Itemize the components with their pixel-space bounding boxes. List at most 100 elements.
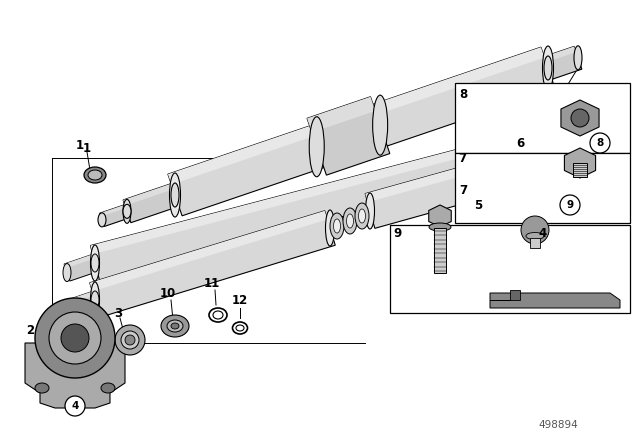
Ellipse shape [543,46,554,90]
Polygon shape [365,141,565,228]
Text: 2: 2 [26,323,34,336]
Ellipse shape [90,245,99,281]
Ellipse shape [161,315,189,337]
Ellipse shape [309,117,324,177]
Polygon shape [64,254,98,281]
Circle shape [65,396,85,416]
Circle shape [547,152,554,160]
Polygon shape [561,100,599,136]
Ellipse shape [372,95,388,155]
Text: 6: 6 [516,137,524,150]
Text: 9: 9 [394,227,402,240]
Ellipse shape [232,322,248,334]
Circle shape [521,216,549,244]
Ellipse shape [330,213,344,239]
Text: 9: 9 [566,200,573,210]
Circle shape [495,174,513,192]
Circle shape [500,179,508,187]
Polygon shape [100,205,126,216]
Polygon shape [90,124,557,254]
Ellipse shape [333,219,340,233]
Ellipse shape [123,199,131,224]
FancyBboxPatch shape [390,225,630,313]
Polygon shape [123,184,173,206]
Polygon shape [434,228,446,273]
Ellipse shape [358,209,365,223]
Polygon shape [90,211,335,317]
Ellipse shape [209,308,227,322]
Polygon shape [429,205,451,227]
Ellipse shape [167,320,183,332]
Text: 1: 1 [76,138,84,151]
Polygon shape [530,238,540,248]
Text: 8: 8 [459,87,467,100]
Ellipse shape [346,214,353,228]
Ellipse shape [343,208,357,234]
Ellipse shape [98,213,106,227]
Polygon shape [573,163,587,177]
Polygon shape [64,254,93,268]
Ellipse shape [556,123,564,159]
Ellipse shape [90,282,99,318]
Ellipse shape [91,254,99,272]
Polygon shape [307,97,375,133]
Ellipse shape [574,46,582,70]
Ellipse shape [556,140,564,176]
Ellipse shape [236,325,244,331]
Polygon shape [168,47,545,185]
Text: 12: 12 [232,293,248,306]
Ellipse shape [115,325,145,355]
Ellipse shape [171,323,179,329]
Ellipse shape [326,210,335,246]
Polygon shape [307,97,390,175]
Polygon shape [64,292,93,305]
Circle shape [571,109,589,127]
Ellipse shape [355,203,369,229]
Text: 7: 7 [459,184,467,197]
Text: 498894: 498894 [538,420,578,430]
Text: 5: 5 [474,198,482,211]
Circle shape [515,152,524,160]
Ellipse shape [63,301,71,319]
Circle shape [560,195,580,215]
Ellipse shape [121,331,139,349]
Ellipse shape [63,263,71,281]
Ellipse shape [91,291,99,309]
FancyBboxPatch shape [455,83,630,153]
Polygon shape [564,148,596,178]
Text: 4: 4 [539,227,547,240]
Circle shape [590,133,610,153]
Text: 3: 3 [114,306,122,319]
Polygon shape [25,343,125,408]
Text: 11: 11 [204,276,220,289]
Text: 4: 4 [71,401,79,411]
Circle shape [515,206,524,214]
Polygon shape [64,292,98,318]
Polygon shape [490,293,620,308]
Ellipse shape [123,204,131,218]
Polygon shape [544,47,576,62]
Text: 8: 8 [596,138,604,148]
Circle shape [509,157,561,209]
Text: 10: 10 [160,287,176,300]
Ellipse shape [171,183,179,207]
Ellipse shape [484,190,500,202]
Ellipse shape [88,170,102,180]
Ellipse shape [35,383,49,393]
Ellipse shape [429,223,451,231]
Circle shape [49,312,101,364]
Ellipse shape [101,383,115,393]
Ellipse shape [125,335,135,345]
Text: 1: 1 [83,142,91,155]
Ellipse shape [488,193,496,199]
Circle shape [525,173,545,193]
Ellipse shape [84,167,106,183]
Ellipse shape [365,193,374,229]
Ellipse shape [526,233,544,240]
Text: 7: 7 [458,151,466,164]
Circle shape [562,179,570,187]
Circle shape [547,206,554,214]
FancyBboxPatch shape [455,153,630,223]
Ellipse shape [544,56,552,80]
Polygon shape [490,290,520,300]
